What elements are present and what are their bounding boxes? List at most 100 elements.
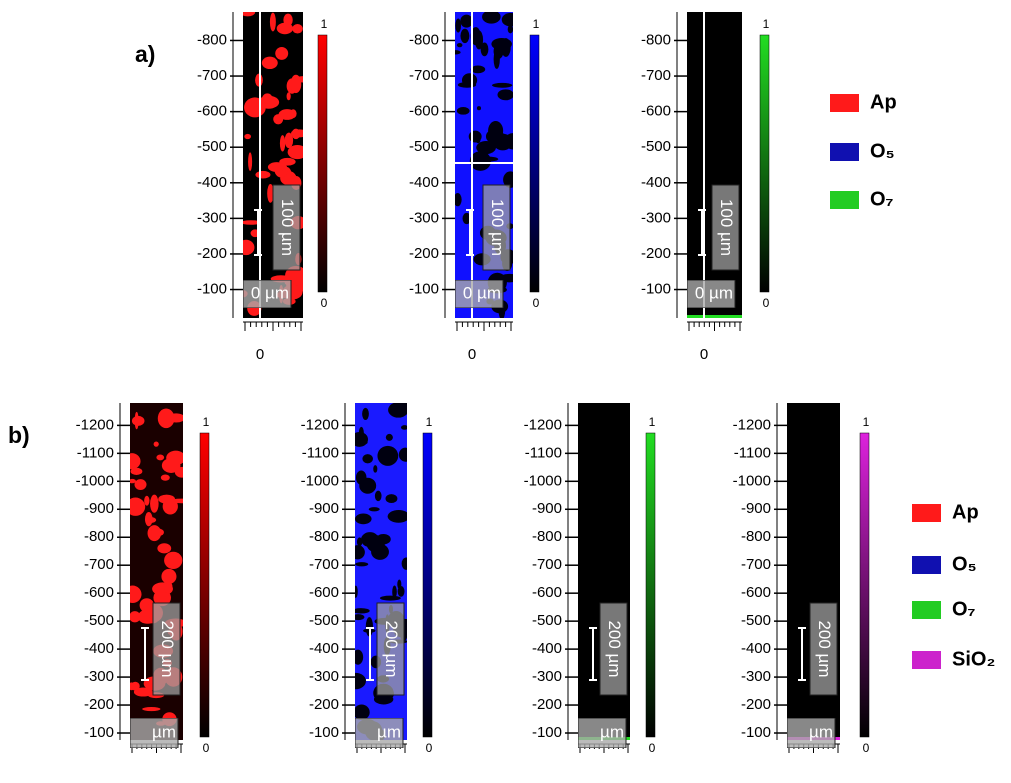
y-tick-label: -800 — [641, 31, 671, 48]
y-tick-label: -600 — [84, 584, 114, 601]
map-spot — [355, 513, 372, 525]
legend-label: SiO₂ — [952, 648, 995, 670]
y-tick-label: -1100 — [525, 444, 562, 461]
map-spot — [142, 706, 161, 712]
scalebar-box — [272, 184, 301, 271]
map-spot — [279, 157, 296, 166]
y-tick-label: -300 — [641, 209, 671, 226]
map-spot — [480, 42, 489, 57]
legend-swatch — [912, 504, 941, 522]
map-spot — [287, 145, 303, 160]
map-spot — [373, 465, 378, 473]
y-tick-label: -1200 — [76, 416, 114, 433]
y-tick-label: -600 — [309, 584, 339, 601]
map-spot — [248, 152, 253, 172]
origin-label: µm — [377, 722, 401, 741]
map-spot — [134, 479, 147, 491]
map-spot — [267, 184, 274, 203]
map-spot — [283, 13, 293, 27]
map-spot — [377, 445, 399, 466]
map-spot — [385, 494, 398, 504]
map-spot — [482, 12, 501, 24]
scalebar-box — [809, 602, 838, 696]
y-tick-label: -100 — [309, 724, 339, 741]
y-tick-label: -700 — [309, 556, 339, 573]
map-spot — [385, 433, 393, 441]
map-spot — [460, 28, 470, 44]
map-spot — [244, 133, 252, 140]
y-tick-label: -500 — [741, 612, 771, 629]
origin-box: 0 µm — [243, 280, 292, 308]
y-tick-label: -300 — [309, 668, 339, 685]
y-tick-label: -200 — [741, 696, 771, 713]
map-spot — [160, 474, 170, 481]
map-spot — [156, 454, 165, 461]
map-spot — [355, 585, 358, 598]
scalebar-label: 200 µm — [158, 620, 177, 677]
map-spot — [292, 24, 303, 34]
y-tick-label: -800 — [197, 31, 227, 48]
map-spot — [150, 528, 164, 537]
map-image — [355, 403, 407, 740]
y-tick-label: -500 — [641, 138, 671, 155]
y-tick-label: -400 — [641, 174, 671, 191]
colorbar-min: 0 — [533, 296, 540, 310]
map-spot — [162, 498, 178, 515]
map-spot — [355, 608, 370, 614]
origin-label: µm — [152, 722, 176, 741]
map-spot — [365, 617, 374, 637]
map-spot — [355, 672, 366, 690]
colorbar-min: 0 — [763, 296, 770, 310]
map-spot — [164, 551, 183, 569]
colorbar-min: 0 — [426, 741, 433, 755]
legend-label: O₅ — [870, 140, 895, 162]
legend-label: Ap — [952, 501, 979, 523]
y-tick-label: -800 — [84, 528, 114, 545]
map-spot — [161, 458, 181, 473]
y-tick-label: -400 — [197, 174, 227, 191]
map-spot — [469, 151, 492, 171]
map-spot — [355, 649, 364, 665]
map-spot — [476, 106, 482, 111]
colorbar-min: 0 — [649, 741, 656, 755]
y-tick-label: -400 — [409, 174, 439, 191]
y-tick-label: -900 — [84, 500, 114, 517]
scalebar-label: 100 µm — [278, 199, 297, 256]
map-spot — [400, 425, 407, 430]
map-spot — [491, 82, 513, 88]
scalebar-box — [599, 602, 628, 696]
origin-rect — [578, 718, 627, 748]
origin-rect — [455, 280, 504, 308]
map-spot — [275, 46, 289, 60]
legend-label: Ap — [870, 91, 897, 113]
colorbar-max: 1 — [763, 17, 770, 31]
map-spot — [279, 135, 286, 152]
y-tick-label: -500 — [197, 138, 227, 155]
map-spot — [366, 535, 385, 553]
colorbar-max: 1 — [426, 415, 433, 429]
y-tick-label: -100 — [741, 724, 771, 741]
y-tick-label: -500 — [409, 138, 439, 155]
map-spot — [468, 130, 482, 143]
colorbar-max: 1 — [649, 415, 656, 429]
y-tick-label: -500 — [309, 612, 339, 629]
map-spot — [355, 614, 365, 621]
y-tick-label: -600 — [641, 103, 671, 120]
colorbar-max: 1 — [863, 415, 870, 429]
panel-label: b) — [8, 422, 30, 448]
map-spot — [262, 93, 273, 105]
y-tick-label: -1200 — [524, 416, 562, 433]
legend-swatch — [830, 191, 859, 209]
map-spot — [503, 171, 513, 188]
map-spot — [157, 543, 172, 554]
map-spot — [374, 490, 382, 502]
map-spot — [401, 557, 407, 570]
y-tick-label: -400 — [532, 640, 562, 657]
scalebar-label: 200 µm — [605, 620, 624, 677]
map-image — [455, 12, 513, 318]
colorbar-max: 1 — [321, 17, 328, 31]
colorbar — [859, 432, 870, 738]
map-spot — [133, 687, 153, 697]
map-spot — [153, 441, 159, 447]
y-tick-label: -700 — [84, 556, 114, 573]
